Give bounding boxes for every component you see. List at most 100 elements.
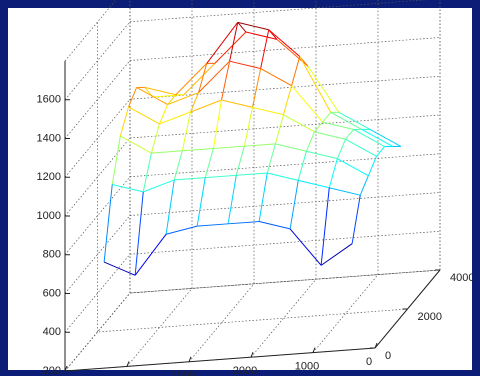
mesh-edge <box>266 143 276 174</box>
mesh-edge <box>120 135 152 154</box>
mesh-edge <box>198 60 230 93</box>
mesh-edge <box>142 152 152 193</box>
mesh-edge <box>245 31 277 40</box>
x-tick-label: 3000 <box>171 370 195 376</box>
mesh-edge <box>345 138 377 157</box>
mesh-edge <box>205 174 237 179</box>
mesh-edge <box>165 179 175 235</box>
mesh-edge <box>227 175 237 224</box>
grid-line <box>97 308 408 333</box>
mesh-edge <box>128 87 138 108</box>
mesh-edge <box>306 150 338 160</box>
mesh-edge <box>283 114 315 133</box>
mesh-edge <box>167 94 177 105</box>
mesh-edge <box>298 179 330 189</box>
mesh-edge <box>182 147 214 152</box>
mesh-edge <box>159 104 169 125</box>
mesh-edge <box>214 31 247 64</box>
z-tick-label: 200 <box>43 365 61 376</box>
mesh-edge <box>197 223 229 227</box>
mesh-edge <box>338 111 371 130</box>
mesh-edge <box>144 86 176 96</box>
mesh-edge <box>307 65 340 113</box>
mesh-edge <box>221 99 253 108</box>
grid-line <box>129 192 441 216</box>
mesh-edge <box>283 85 293 115</box>
mesh-edge <box>345 129 355 140</box>
x-axis <box>64 347 376 372</box>
z-tick-label: 600 <box>43 287 61 299</box>
mesh-edge <box>112 184 144 193</box>
mesh-edge <box>173 150 183 181</box>
grid-line <box>64 137 131 217</box>
z-tick-label: 1400 <box>37 132 61 144</box>
mesh-edge <box>291 56 301 86</box>
y-tick-label: 0 <box>385 350 391 362</box>
mesh-edge <box>320 187 330 266</box>
mesh-edge <box>275 143 307 152</box>
z-tick-label: 1600 <box>37 94 61 106</box>
mesh-edge <box>190 92 200 113</box>
mesh-edge <box>367 156 377 176</box>
mesh-edge <box>314 121 324 133</box>
grid-line <box>129 114 441 139</box>
mesh-edge <box>337 158 369 177</box>
mesh-edge <box>235 146 245 176</box>
mesh-edge <box>136 87 168 105</box>
grid-line <box>64 60 131 139</box>
mesh-edge <box>244 143 276 147</box>
mesh-edge <box>212 99 222 149</box>
grid-line <box>188 283 255 363</box>
x-tick <box>64 365 68 372</box>
mesh-edge <box>359 175 369 196</box>
grid-line <box>64 176 131 255</box>
mesh-edge <box>167 92 199 105</box>
mesh-edge <box>274 114 284 145</box>
grid-line <box>64 215 131 294</box>
mesh-edge <box>268 29 301 57</box>
mesh-edge <box>213 145 245 149</box>
mesh-edge <box>353 129 385 147</box>
mesh-edge <box>329 187 361 196</box>
mesh-edge <box>174 177 206 181</box>
mesh-edge <box>150 123 160 154</box>
mesh-edge <box>229 22 239 62</box>
mesh-edge <box>291 85 324 123</box>
grid-line <box>129 37 441 61</box>
z-tick-label: 400 <box>43 326 61 338</box>
mesh-edge <box>369 128 402 147</box>
x-tick-label: 4000 <box>109 374 133 376</box>
x-tick-label: 0 <box>366 356 372 368</box>
mesh-edge <box>299 56 332 113</box>
mesh-edge <box>322 112 332 123</box>
mesh-edge <box>328 158 338 188</box>
x-tick <box>312 347 316 353</box>
grid-line <box>129 0 428 23</box>
mesh-edge <box>229 60 261 70</box>
mesh-edge <box>190 99 222 113</box>
x-tick <box>374 342 378 349</box>
mesh-edge <box>237 22 247 33</box>
mesh-edge <box>175 63 208 96</box>
mesh-edge <box>111 135 121 185</box>
grid-line <box>312 274 379 353</box>
grid-line <box>129 269 441 294</box>
x-tick-label: 2000 <box>233 365 257 376</box>
mesh-edge <box>181 111 191 151</box>
mesh-edge <box>237 21 269 31</box>
mesh-edge <box>361 128 393 147</box>
mesh-edge <box>134 191 144 276</box>
mesh-edge <box>143 179 175 193</box>
z-tick-label: 1000 <box>37 210 61 222</box>
z-tick-label: 800 <box>43 249 61 261</box>
mesh-edge <box>228 221 260 225</box>
mesh-edge <box>252 106 284 116</box>
mesh-edge <box>221 61 231 101</box>
mesh-edge <box>260 29 270 69</box>
mesh-edge <box>243 107 253 147</box>
mesh-edge <box>183 62 216 96</box>
mesh-edge <box>305 131 315 152</box>
z-tick-label: 1200 <box>37 171 61 183</box>
